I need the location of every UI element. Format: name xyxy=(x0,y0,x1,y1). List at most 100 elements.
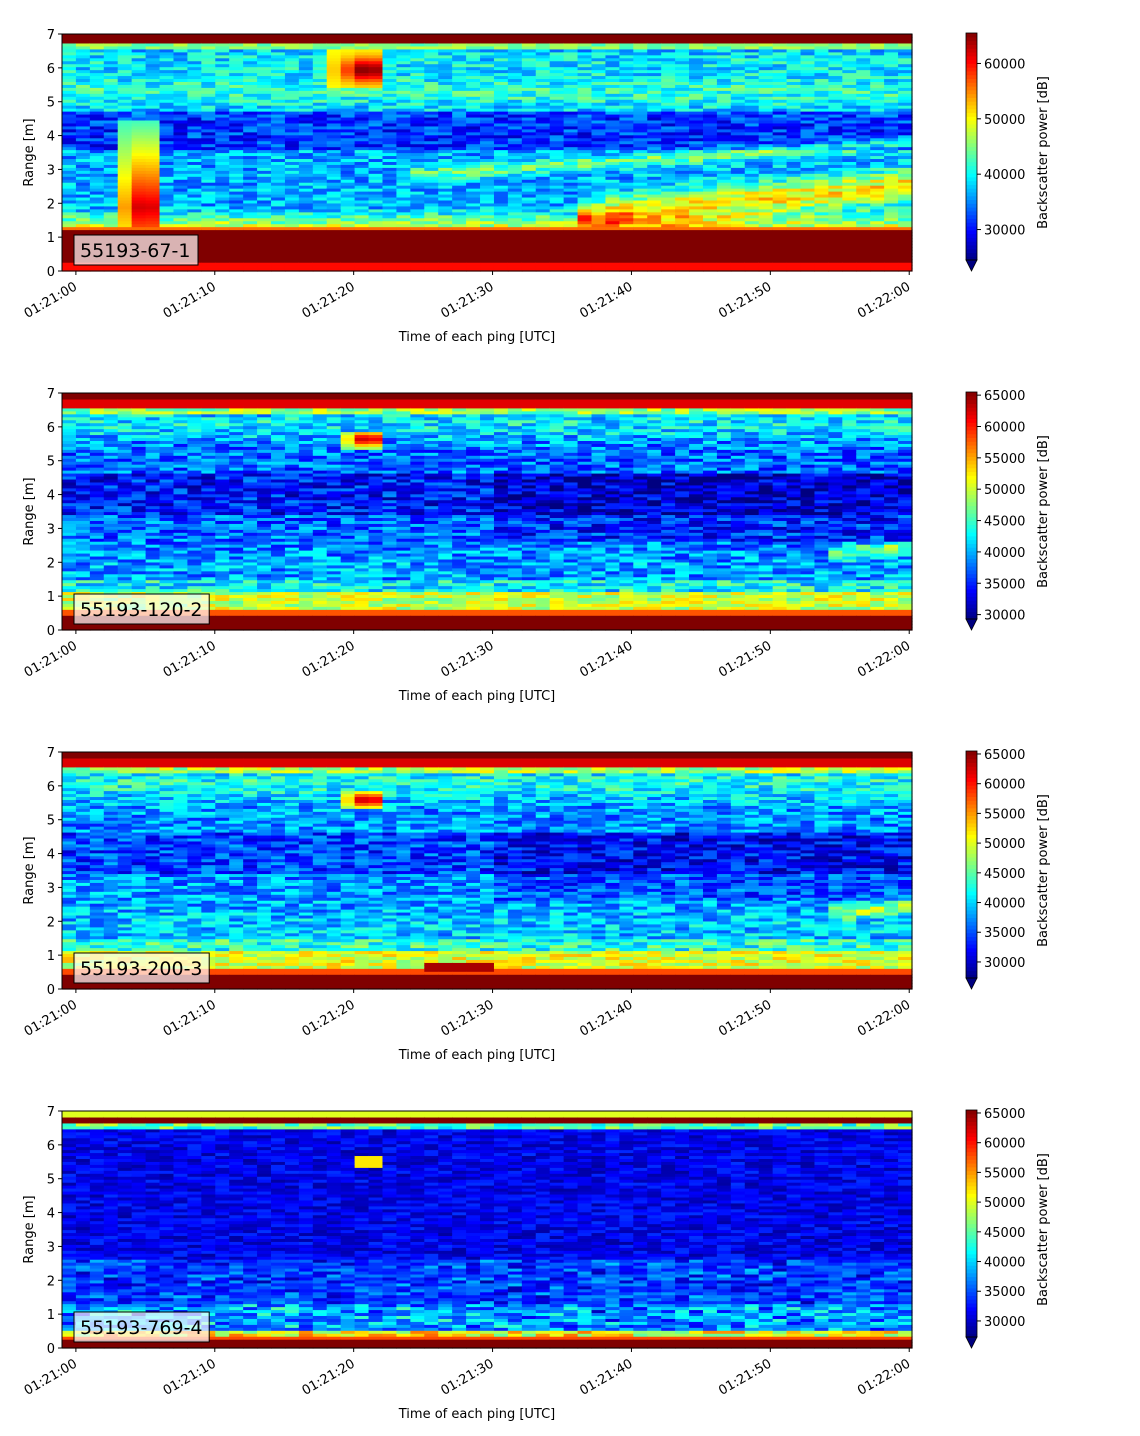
heatmap-cell xyxy=(326,108,342,112)
heatmap-cell xyxy=(689,143,704,148)
heatmap-cell xyxy=(675,60,690,65)
heatmap-cell xyxy=(633,238,648,242)
heatmap-cell xyxy=(424,122,439,127)
heatmap-cell xyxy=(577,57,593,62)
heatmap-cell xyxy=(284,122,300,127)
colorbar-segment xyxy=(966,142,977,148)
heatmap-cell xyxy=(577,265,593,269)
heatmap-cell xyxy=(298,39,314,44)
heatmap-cell xyxy=(103,131,119,136)
heatmap-cell xyxy=(758,149,774,154)
heatmap-cell xyxy=(257,113,272,118)
heatmap-cell xyxy=(466,229,481,234)
heatmap-cell xyxy=(284,223,300,228)
heatmap-cell xyxy=(493,214,509,219)
heatmap-cell xyxy=(884,111,899,115)
heatmap-cell xyxy=(424,66,439,71)
heatmap-cell xyxy=(424,87,439,91)
heatmap-cell xyxy=(131,63,147,68)
heatmap-cell xyxy=(619,78,634,82)
heatmap-cell xyxy=(716,223,732,228)
heatmap-cell xyxy=(507,113,523,118)
heatmap-cell xyxy=(243,84,258,88)
heatmap-cell xyxy=(480,256,495,260)
heatmap-cell xyxy=(661,208,676,213)
heatmap-cell xyxy=(786,102,802,106)
heatmap-cell xyxy=(702,262,718,266)
heatmap-cell xyxy=(117,152,133,157)
heatmap-cell xyxy=(424,102,439,106)
heatmap-cell xyxy=(661,188,676,192)
heatmap-cell xyxy=(507,72,523,77)
heatmap-cell xyxy=(675,143,690,148)
heatmap-cell xyxy=(661,176,676,180)
heatmap-cell xyxy=(619,69,634,74)
heatmap-cell xyxy=(396,185,411,189)
heatmap-cell xyxy=(772,232,788,237)
heatmap-cell xyxy=(577,220,593,225)
heatmap-cell xyxy=(884,229,899,234)
heatmap-cell xyxy=(438,84,453,88)
heatmap-cell xyxy=(396,196,411,201)
heatmap-cell xyxy=(75,146,91,151)
heatmap-cell xyxy=(758,96,774,100)
heatmap-cell xyxy=(173,146,189,151)
heatmap-cell xyxy=(298,140,314,145)
heatmap-cell xyxy=(159,149,175,154)
heatmap-cell xyxy=(410,99,425,103)
heatmap-cell xyxy=(786,226,802,231)
heatmap-cell xyxy=(716,75,732,80)
heatmap-cell xyxy=(521,196,537,201)
heatmap-cell xyxy=(828,256,843,260)
heatmap-cell xyxy=(689,66,704,71)
heatmap-cell xyxy=(507,158,523,162)
heatmap-cell xyxy=(689,244,704,248)
heatmap-cell xyxy=(438,208,453,213)
heatmap-cell xyxy=(326,45,342,50)
heatmap-cell xyxy=(521,119,537,124)
heatmap-cell xyxy=(549,34,565,38)
heatmap-cell xyxy=(842,143,857,148)
heatmap-cell xyxy=(591,170,607,174)
heatmap-cell xyxy=(452,185,467,189)
heatmap-cell xyxy=(480,214,495,219)
heatmap-cell xyxy=(145,84,161,88)
heatmap-cell xyxy=(284,84,300,88)
heatmap-cell xyxy=(340,102,356,106)
heatmap-cell xyxy=(410,111,425,115)
heatmap-cell xyxy=(563,99,579,103)
heatmap-cell xyxy=(633,63,648,68)
heatmap-cell xyxy=(173,69,189,74)
heatmap-cell xyxy=(870,241,885,245)
heatmap-cell xyxy=(452,179,467,183)
heatmap-cell xyxy=(521,164,537,168)
heatmap-cell xyxy=(716,48,732,53)
heatmap-cell xyxy=(131,226,147,231)
heatmap-cell xyxy=(187,164,202,168)
heatmap-cell xyxy=(312,39,328,44)
heatmap-cell xyxy=(828,253,843,257)
heatmap-cell xyxy=(661,253,676,257)
heatmap-cell xyxy=(856,193,871,198)
heatmap-cell xyxy=(131,205,147,210)
heatmap-cell xyxy=(521,220,537,225)
heatmap-cell xyxy=(187,125,202,130)
heatmap-cell xyxy=(480,116,495,121)
heatmap-cell xyxy=(814,140,829,145)
heatmap-cell xyxy=(577,173,593,177)
heatmap-cell xyxy=(507,119,523,124)
heatmap-cell xyxy=(591,116,607,121)
heatmap-cell xyxy=(800,42,816,47)
heatmap-cell xyxy=(842,90,857,94)
heatmap-cell xyxy=(577,188,593,192)
heatmap-cell xyxy=(354,232,370,237)
heatmap-cell xyxy=(271,137,286,142)
heatmap-cell xyxy=(145,72,161,77)
heatmap-cell xyxy=(814,202,829,207)
heatmap-cell xyxy=(828,214,843,219)
heatmap-cell xyxy=(201,268,216,272)
heatmap-cell xyxy=(466,265,481,269)
heatmap-cell xyxy=(438,191,453,195)
heatmap-cell xyxy=(103,34,119,38)
heatmap-cell xyxy=(382,259,398,263)
